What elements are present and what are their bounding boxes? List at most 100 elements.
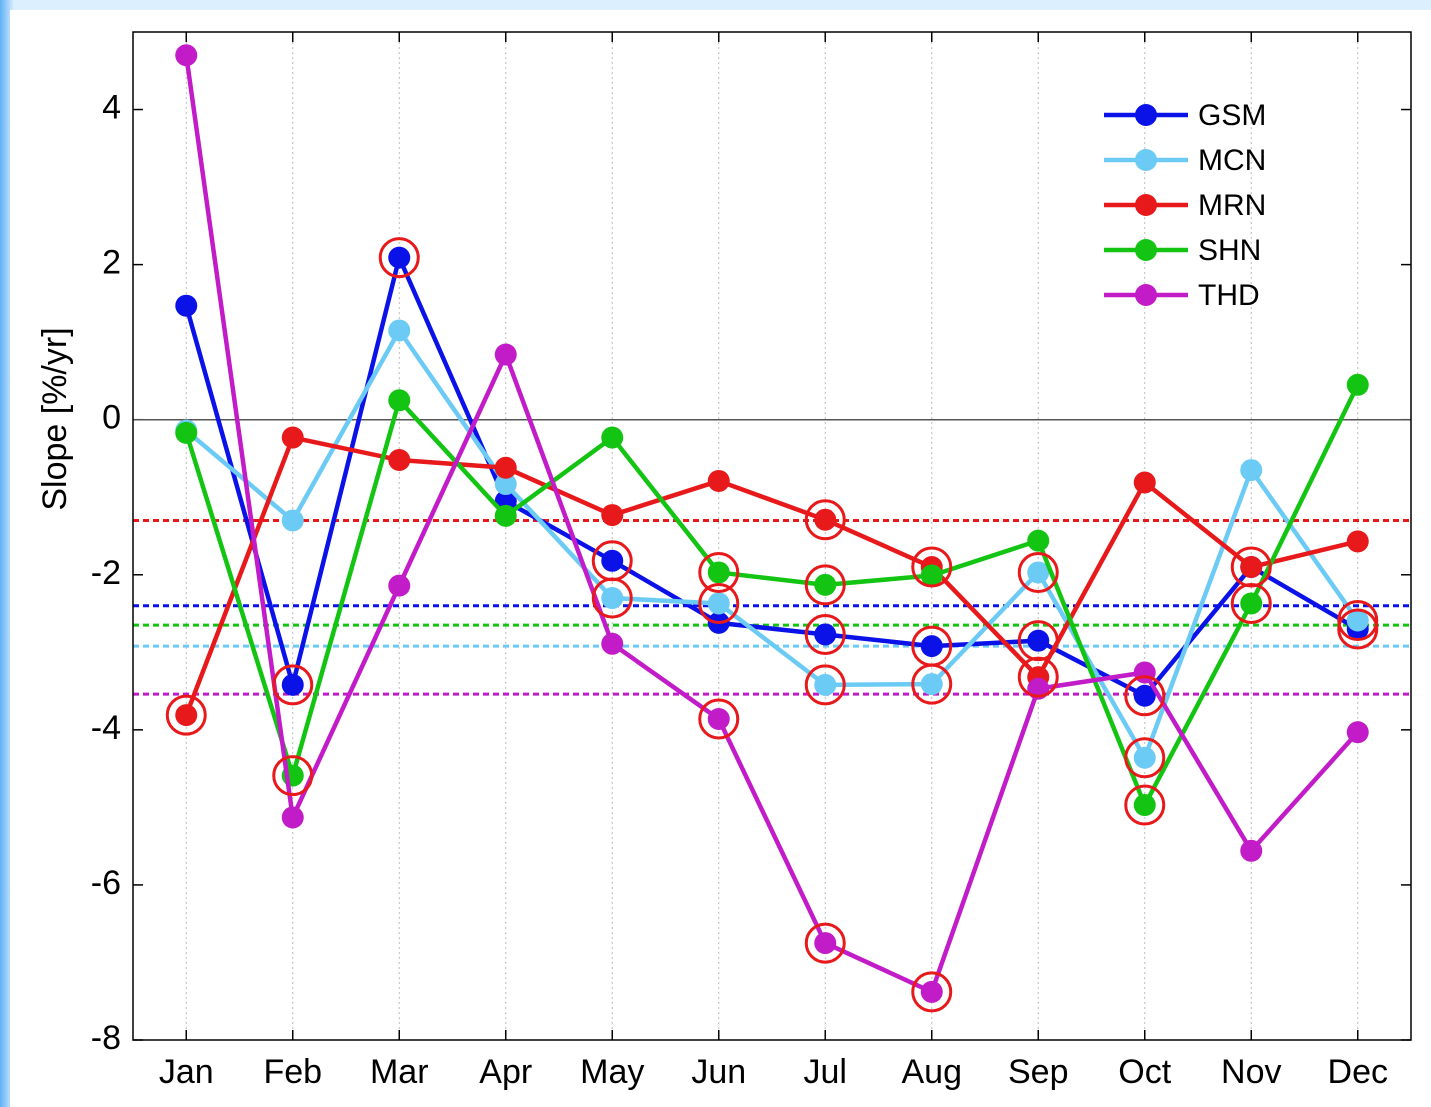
significance-ring — [804, 499, 846, 541]
x-tick-label: May — [580, 1053, 644, 1091]
data-point — [707, 592, 730, 615]
significance-ring — [911, 971, 953, 1013]
data-point — [1133, 661, 1156, 684]
data-point — [281, 509, 304, 532]
data-point — [388, 449, 411, 472]
data-point — [494, 473, 517, 496]
data-point — [814, 673, 837, 696]
significance-ring — [1017, 551, 1059, 593]
data-point — [281, 673, 304, 696]
data-point — [1133, 794, 1156, 817]
data-point — [1240, 556, 1263, 579]
y-axis-label: Slope [%/yr] — [36, 327, 74, 510]
significance-ring — [804, 564, 846, 606]
data-point — [494, 456, 517, 479]
significance-ring — [804, 922, 846, 964]
x-tick-label: Jul — [804, 1053, 847, 1091]
data-point — [388, 389, 411, 412]
significance-ring — [1017, 620, 1059, 662]
data-point — [1346, 609, 1369, 632]
data-point — [175, 421, 198, 444]
significance-ring — [165, 694, 207, 736]
x-tick-label: Dec — [1328, 1053, 1388, 1091]
y-tick-label: 2 — [102, 244, 121, 282]
y-tick-label: 0 — [102, 399, 121, 437]
data-point — [601, 587, 624, 610]
significance-ring — [804, 613, 846, 655]
significance-ring — [1230, 546, 1272, 588]
series-line — [184, 328, 1360, 761]
significance-ring — [1337, 600, 1379, 642]
legend-label: MCN — [1198, 144, 1266, 177]
significance-ring — [911, 663, 953, 705]
data-point — [175, 294, 198, 317]
data-point — [601, 549, 624, 572]
legend-marker — [1135, 149, 1157, 171]
significance-ring — [1017, 656, 1059, 698]
data-point — [1133, 471, 1156, 494]
legend-label: SHN — [1198, 234, 1261, 267]
data-point — [814, 623, 837, 646]
data-point — [388, 319, 411, 342]
data-point — [281, 426, 304, 449]
legend-marker — [1135, 104, 1157, 126]
x-tick-label: Nov — [1221, 1053, 1281, 1091]
data-point — [1240, 459, 1263, 482]
significance-ring — [591, 577, 633, 619]
data-point — [601, 426, 624, 449]
data-point — [494, 504, 517, 527]
data-point — [707, 707, 730, 730]
plot-frame — [132, 31, 1412, 1041]
data-point — [1346, 721, 1369, 744]
data-point — [1346, 373, 1369, 396]
significance-ring — [1124, 737, 1166, 779]
significance-ring — [804, 664, 846, 706]
x-tick-label: Aug — [902, 1053, 963, 1091]
significance-ring — [1124, 784, 1166, 826]
data-point — [920, 980, 943, 1003]
legend-marker — [1135, 194, 1157, 216]
data-point — [388, 246, 411, 269]
y-tick-label: -2 — [91, 554, 121, 592]
significance-ring — [378, 237, 420, 279]
data-point — [1027, 561, 1050, 584]
data-point — [281, 806, 304, 829]
significance-ring — [1124, 675, 1166, 717]
significance-ring — [698, 551, 740, 593]
data-point — [814, 573, 837, 596]
data-point — [920, 635, 943, 658]
data-point — [1133, 746, 1156, 769]
significance-ring — [698, 582, 740, 624]
y-tick-label: -6 — [91, 864, 121, 902]
x-tick-label: Jun — [691, 1053, 746, 1091]
x-tick-label: Feb — [263, 1053, 322, 1091]
data-point — [175, 704, 198, 727]
legend-label: GSM — [1198, 99, 1266, 132]
data-point — [814, 932, 837, 955]
legend-marker — [1135, 284, 1157, 306]
x-tick-label: Apr — [479, 1053, 532, 1091]
x-tick-label: Mar — [370, 1053, 429, 1091]
x-tick-label: Sep — [1008, 1053, 1069, 1091]
chart: Slope [%/yr] Jan Feb Mar Apr May Jun Jul Aug Sep… — [10, 10, 1431, 1107]
data-point — [601, 504, 624, 527]
series-line — [184, 383, 1360, 808]
y-tick-label: -4 — [91, 709, 121, 747]
data-point — [920, 564, 943, 587]
data-point — [175, 44, 198, 67]
series-line — [184, 255, 1359, 698]
data-point — [494, 343, 517, 366]
data-point — [814, 508, 837, 531]
y-tick-label: 4 — [102, 89, 121, 127]
data-point — [707, 469, 730, 492]
legend-label: THD — [1198, 279, 1260, 312]
legend-label: MRN — [1198, 189, 1266, 222]
legend-marker — [1135, 239, 1157, 261]
data-point — [1133, 684, 1156, 707]
significance-ring — [272, 664, 314, 706]
data-point — [1027, 629, 1050, 652]
data-point — [601, 632, 624, 655]
data-point — [388, 574, 411, 597]
data-point — [707, 561, 730, 584]
